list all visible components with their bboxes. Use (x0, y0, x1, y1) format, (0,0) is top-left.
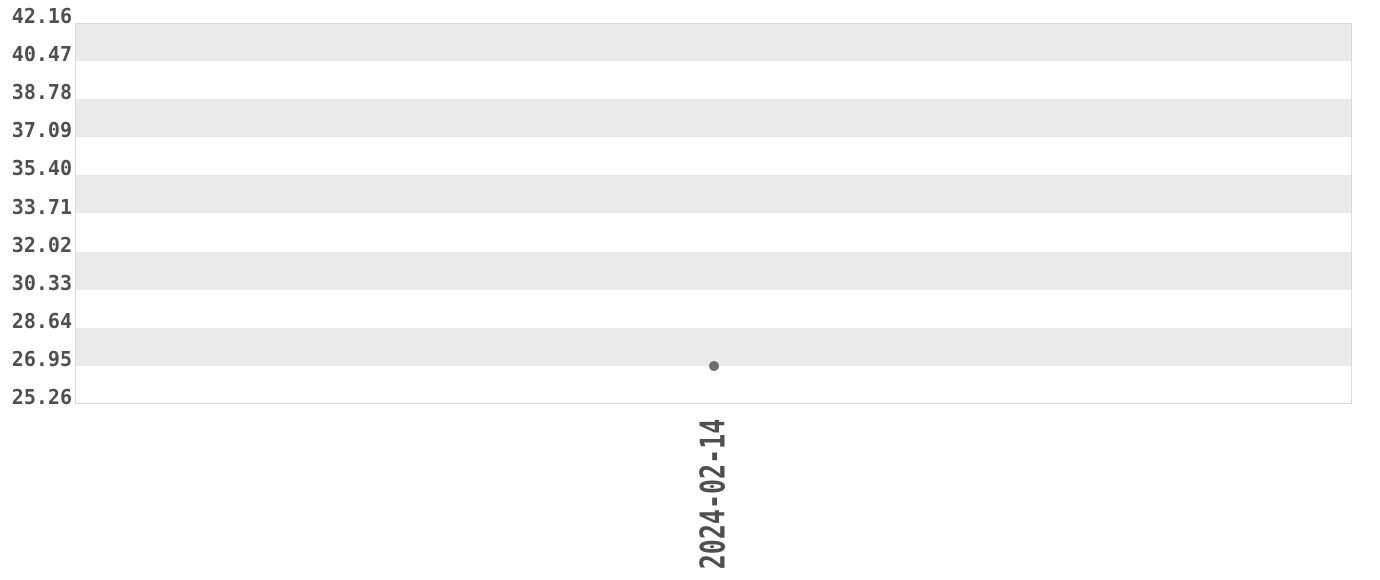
y-axis-tick-label: 25.26 (11, 385, 72, 409)
grid-band (75, 23, 1352, 62)
x-axis-tick-label: 2024-02-14 (693, 418, 733, 570)
plot-area (75, 23, 1352, 404)
y-axis-tick-label: 32.02 (11, 232, 72, 257)
y-axis-tick-label: 26.95 (11, 346, 72, 371)
y-axis-tick-label: 38.78 (11, 80, 72, 105)
grid-band (75, 99, 1352, 138)
y-axis-tick-label: 28.64 (11, 308, 72, 333)
y-axis-tick-label: 42.16 (11, 4, 72, 28)
y-axis-tick-label: 35.40 (11, 156, 72, 181)
y-axis-tick-label: 37.09 (11, 118, 72, 143)
grid-band (75, 175, 1352, 214)
y-axis-tick-label: 30.33 (11, 270, 72, 295)
grid-band (75, 327, 1352, 366)
y-axis-tick-label: 40.47 (11, 42, 72, 67)
data-point (708, 360, 719, 371)
grid-band (75, 251, 1352, 290)
y-axis-tick-label: 33.71 (11, 194, 72, 219)
